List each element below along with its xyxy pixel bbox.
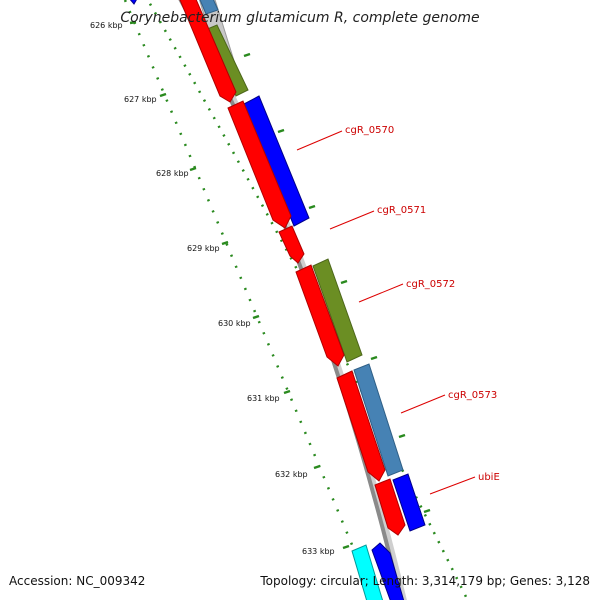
- label-line-cgR_0570: [296, 130, 343, 151]
- genome-summary-text: Topology: circular; Length: 3,314,179 bp…: [260, 574, 590, 588]
- gene-arrow-cyan[interactable]: [351, 544, 384, 600]
- gene-arrow-red-1[interactable]: [178, 0, 237, 103]
- ruler-tick: [159, 92, 167, 98]
- gene-arrow-red-5[interactable]: [336, 370, 386, 482]
- ruler-ticks: [129, 20, 431, 550]
- ruler-label: 626 kbp: [90, 21, 123, 30]
- gene-arrow-red-4[interactable]: [295, 264, 345, 367]
- gene-arrows: [128, 0, 426, 600]
- ruler-tick: [129, 20, 137, 25]
- backbone-line: [178, 0, 403, 600]
- gene-label-cgR_0570[interactable]: cgR_0570: [345, 125, 394, 136]
- ruler-tick: [423, 508, 431, 514]
- gene-label-cgR_0571[interactable]: cgR_0571: [377, 205, 426, 216]
- label-line-cgR_0573: [400, 394, 446, 414]
- ruler-tick: [189, 166, 197, 172]
- ruler-tick: [283, 389, 291, 395]
- gene-label-ubiE[interactable]: ubiE: [478, 472, 500, 483]
- ruler-tick: [221, 240, 229, 246]
- gene-arrow-blue-top[interactable]: [128, 0, 138, 5]
- ruler-label: 632 kbp: [275, 470, 308, 479]
- label-line-ubiE: [429, 476, 476, 495]
- ruler-tick: [342, 544, 350, 550]
- ruler-tick: [398, 433, 406, 439]
- ruler-label: 629 kbp: [187, 244, 220, 253]
- gene-arrow-blue-2[interactable]: [392, 473, 426, 532]
- ruler-label: 633 kbp: [302, 547, 335, 556]
- gene-arrow-steelblue-2[interactable]: [353, 363, 404, 477]
- gene-label-cgR_0573[interactable]: cgR_0573: [448, 390, 497, 401]
- gene-arrow-red-2[interactable]: [227, 100, 292, 229]
- ruler-label: 631 kbp: [247, 394, 280, 403]
- ruler-tick: [277, 128, 285, 134]
- gene-arrow-red-6[interactable]: [374, 478, 406, 536]
- gene-label-cgR_0572[interactable]: cgR_0572: [406, 279, 455, 290]
- ruler-tick: [252, 314, 260, 320]
- gene-labels: cgR_0570 cgR_0571 cgR_0572 cgR_0573 ubiE: [345, 125, 500, 483]
- ruler-tick: [308, 204, 316, 210]
- map-title: Corynebacterium glutamicum R, complete g…: [120, 10, 480, 26]
- ruler-label: 630 kbp: [218, 319, 251, 328]
- label-line-cgR_0571: [329, 210, 375, 230]
- inner-tick-track: [123, 0, 377, 600]
- gene-arrow-blue-3[interactable]: [371, 542, 405, 600]
- accession-text: Accession: NC_009342: [9, 574, 146, 588]
- gene-arrow-olive-2[interactable]: [312, 258, 363, 363]
- backbone-shadow: [180, 0, 407, 600]
- label-line-cgR_0572: [358, 283, 404, 303]
- gene-label-lines: [296, 130, 476, 495]
- gene-arrow-red-3[interactable]: [278, 225, 305, 264]
- ruler-tick: [313, 464, 321, 470]
- ruler-label: 627 kbp: [124, 95, 157, 104]
- ruler-tick: [340, 279, 348, 285]
- ruler-tick: [243, 52, 251, 58]
- gene-arrow-steelblue-top[interactable]: [198, 0, 219, 15]
- ruler-label: 628 kbp: [156, 169, 189, 178]
- ruler-tick: [370, 355, 378, 361]
- ruler-labels: 626 kbp 627 kbp 628 kbp 629 kbp 630 kbp …: [90, 21, 335, 556]
